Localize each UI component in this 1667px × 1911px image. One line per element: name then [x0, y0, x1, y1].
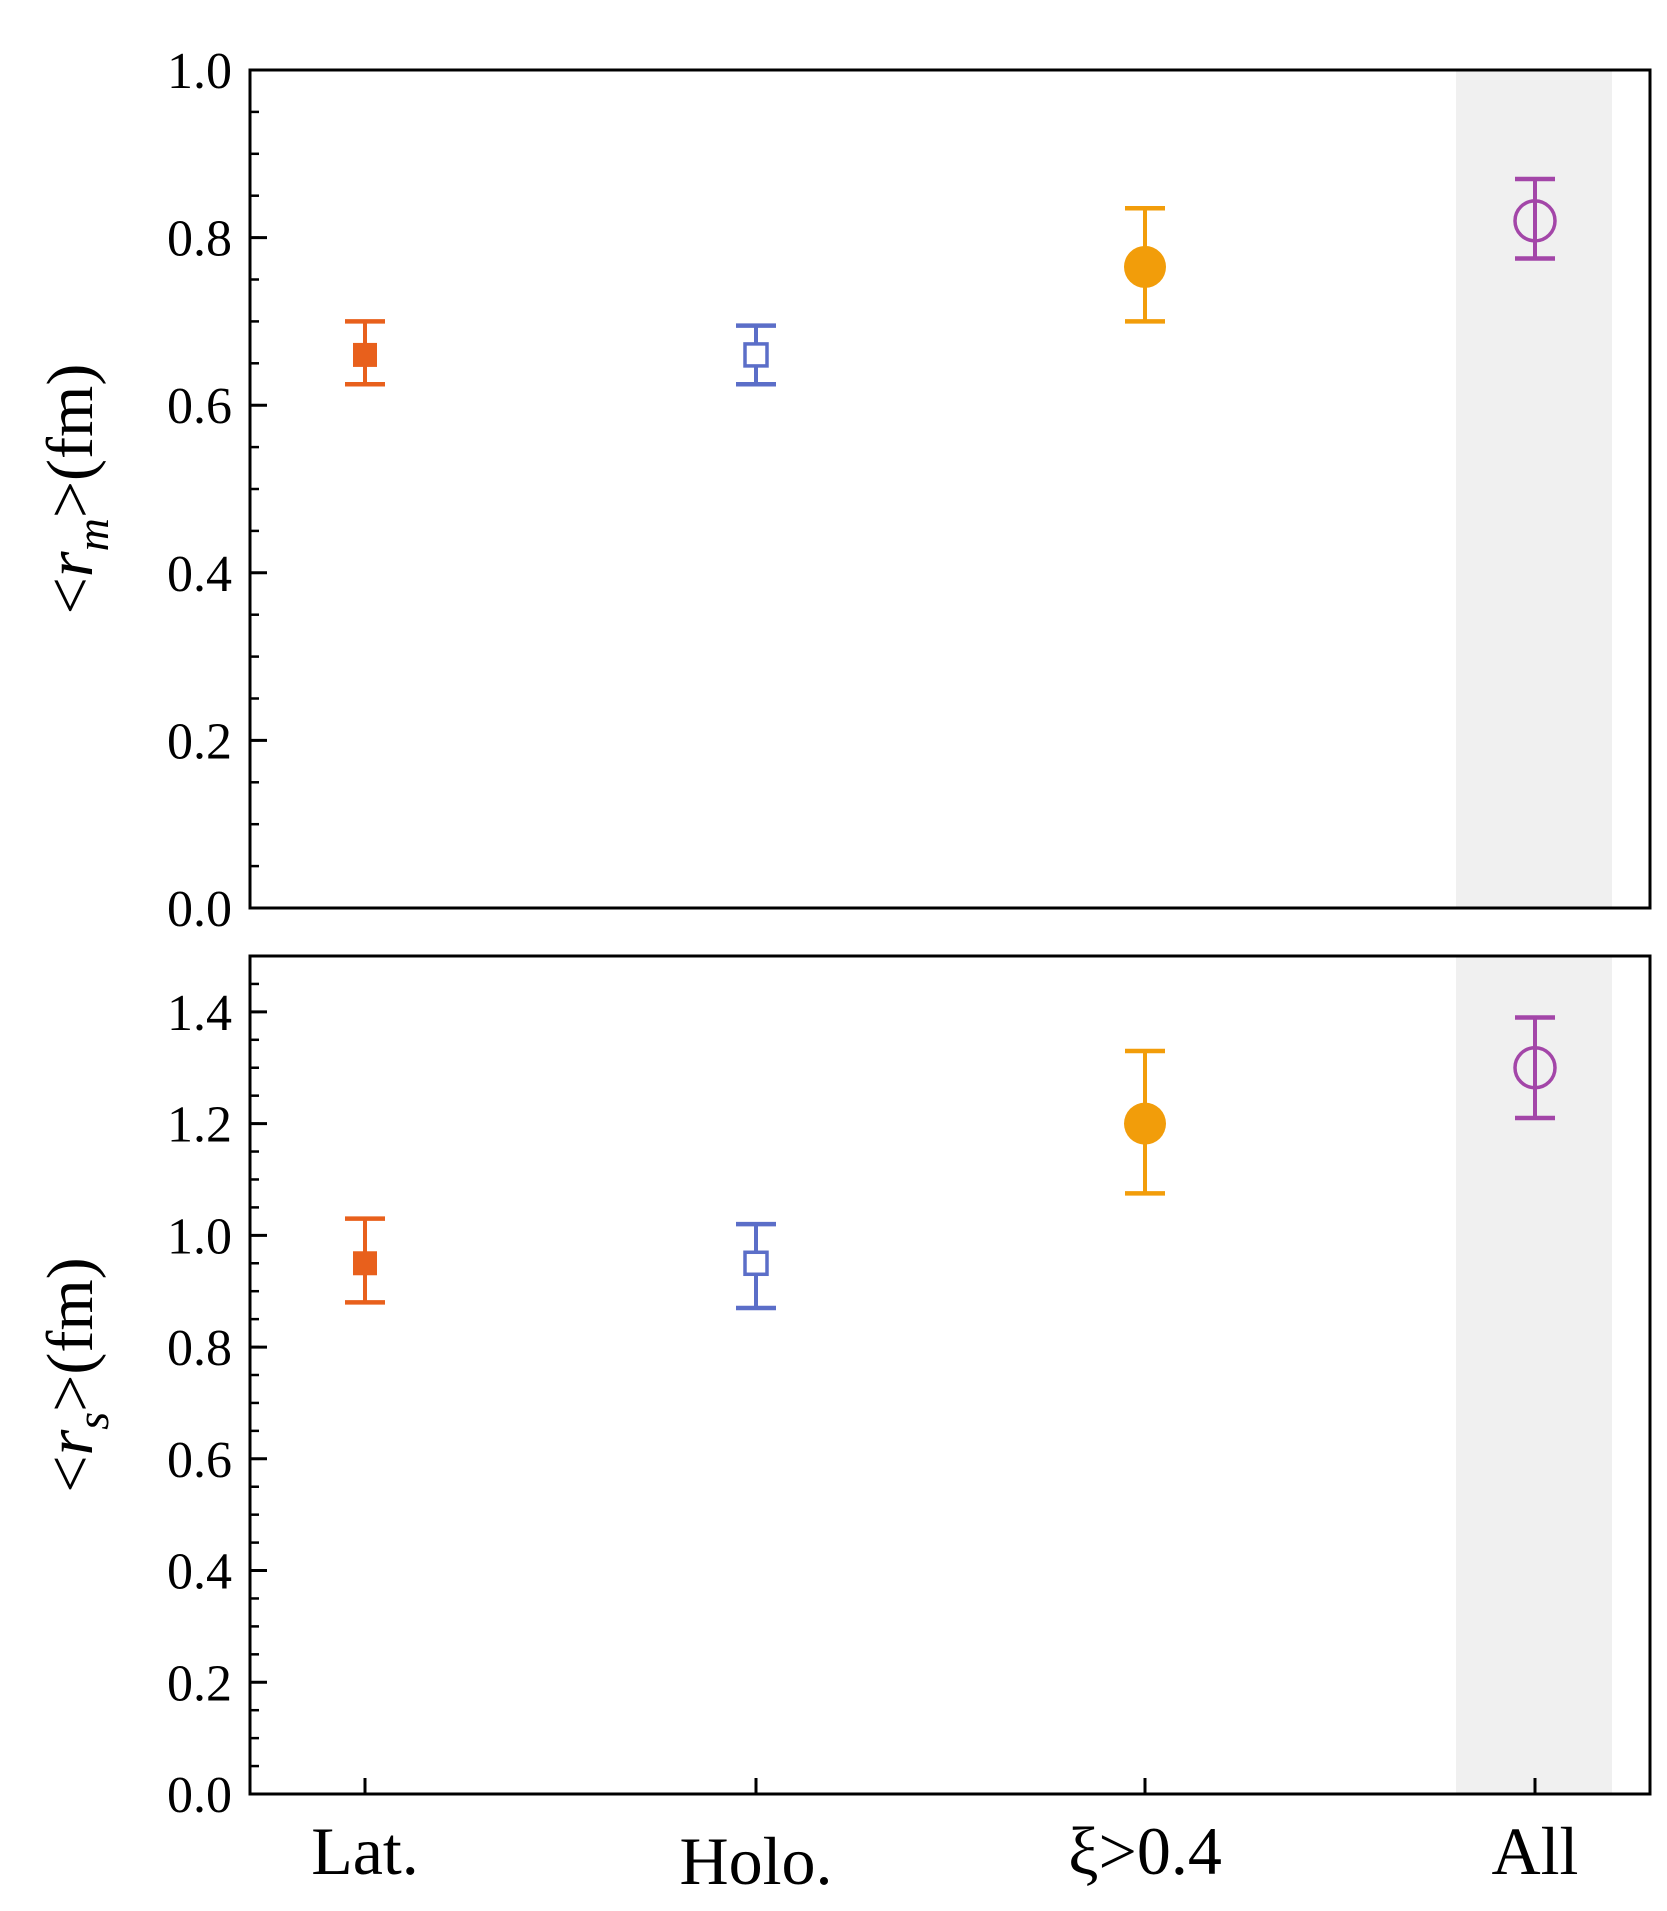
data-point: [736, 1221, 776, 1311]
data-point: [345, 319, 385, 387]
y-tick-label: 1.2: [167, 1097, 232, 1154]
y-tick-label: 0.6: [167, 378, 232, 435]
marker-square: [353, 342, 377, 367]
marker-circle-open: [1513, 199, 1557, 243]
y-tick-label: 0.6: [167, 1432, 232, 1489]
marker-square: [353, 1251, 377, 1276]
y-tick-label: 1.4: [167, 985, 232, 1042]
y-tick-label: 0.8: [167, 1320, 232, 1377]
y-axis-title: <rs>(fm): [34, 1257, 118, 1492]
marker-square-open: [743, 1250, 769, 1277]
data-point: [345, 1216, 385, 1305]
data-point: [1124, 1048, 1166, 1196]
x-tick-label: All: [1492, 1813, 1579, 1889]
y-axis-title: <rm>(fm): [34, 364, 118, 615]
y-tick-label: 0.4: [167, 546, 232, 603]
data-point: [1124, 206, 1166, 324]
y-tick-label: 0.2: [167, 1655, 232, 1712]
data-point: [1513, 1015, 1557, 1121]
data-point: [736, 323, 776, 387]
y-tick-label: 1.0: [167, 1208, 232, 1265]
marker-circle-open: [1513, 1045, 1557, 1090]
plot-frame: [248, 68, 1652, 910]
plot-frame: [248, 954, 1652, 1796]
top-panel: 0.0 0.2 0.4 0.6 0.8 1.0 <rm>(fm): [34, 43, 1652, 938]
y-tick-label: 0.4: [167, 1544, 232, 1601]
x-tick-label: Holo.: [680, 1823, 833, 1899]
marker-square-open: [743, 342, 769, 368]
x-tick-label: ξ>0.4: [1068, 1813, 1222, 1889]
bottom-panel: 0.0 0.2 0.4 0.6 0.8 1.0 1.2 1.4 <rs>(fm) Lat. Holo…: [34, 954, 1652, 1899]
y-tick-label: 1.0: [167, 43, 232, 100]
x-tick-label: Lat.: [311, 1813, 419, 1889]
y-tick-label: 0.0: [167, 881, 232, 938]
y-tick-label: 0.2: [167, 713, 232, 770]
y-tick-label: 0.0: [167, 1767, 232, 1824]
data-point: [1513, 176, 1557, 261]
marker-circle: [1124, 245, 1166, 288]
marker-circle: [1124, 1102, 1166, 1145]
y-tick-label: 0.8: [167, 211, 232, 268]
